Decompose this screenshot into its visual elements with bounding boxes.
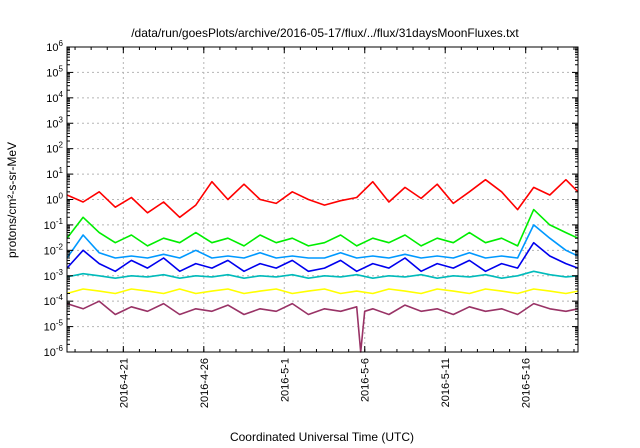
series-line (66, 288, 579, 295)
tick-marks (67, 46, 578, 353)
series-line (66, 178, 579, 219)
y-tick-exponent: -2 (56, 242, 64, 251)
series-line (66, 224, 579, 259)
y-tick-exponent: -6 (56, 344, 64, 353)
x-tick-label: 2016-5-16 (521, 358, 533, 408)
y-tick-exponent: 0 (59, 192, 64, 201)
y-tick-label: 105 (46, 64, 63, 79)
y-tick-exponent: 2 (59, 141, 64, 150)
y-tick-label: 10-1 (44, 217, 64, 232)
y-tick-label: 104 (46, 90, 63, 105)
series-line (66, 270, 579, 280)
y-tick-label: 10-2 (44, 242, 64, 257)
y-tick-exponent: 3 (59, 115, 64, 124)
series-line (66, 208, 579, 247)
y-tick-label: 10-3 (44, 268, 64, 283)
series-line (66, 241, 579, 273)
y-tick-label: 102 (46, 141, 63, 156)
y-tick-label: 103 (46, 115, 63, 130)
x-tick-labels: 2016-4-21 2016-4-26 2016-5-1 2016-5-6 2016-5… (118, 358, 532, 408)
y-tick-exponent: 1 (59, 166, 64, 175)
y-tick-exponent: -5 (56, 319, 64, 328)
x-tick-label: 2016-5-6 (360, 358, 372, 402)
x-tick-label: 2016-5-1 (279, 358, 291, 402)
y-tick-label: 101 (46, 166, 63, 181)
y-tick-exponent: -1 (56, 217, 64, 226)
y-tick-exponent: -4 (56, 293, 64, 302)
x-tick-label: 2016-5-11 (440, 358, 452, 407)
y-tick-exponent: -3 (56, 268, 64, 277)
y-tick-exponent: 4 (59, 90, 64, 99)
chart-title: /data/run/goesPlots/archive/2016-05-17/f… (131, 26, 519, 40)
x-tick-label: 2016-4-26 (199, 358, 211, 408)
y-tick-label: 100 (46, 192, 63, 207)
y-tick-labels: 10-610-510-410-310-210-11001011021031041… (44, 39, 64, 359)
y-tick-exponent: 5 (59, 64, 64, 73)
y-axis-label: protons/cm²-s-sr-MeV (5, 142, 19, 258)
series-layer (66, 178, 579, 353)
grid (67, 47, 578, 352)
series-line (66, 300, 579, 353)
y-tick-exponent: 6 (59, 39, 64, 48)
x-axis-label: Coordinated Universal Time (UTC) (230, 430, 414, 444)
y-tick-label: 10-6 (44, 344, 64, 359)
y-tick-label: 10-5 (44, 319, 64, 334)
y-tick-label: 10-4 (44, 293, 64, 308)
y-tick-label: 106 (46, 39, 63, 54)
x-tick-label: 2016-4-21 (118, 358, 130, 408)
